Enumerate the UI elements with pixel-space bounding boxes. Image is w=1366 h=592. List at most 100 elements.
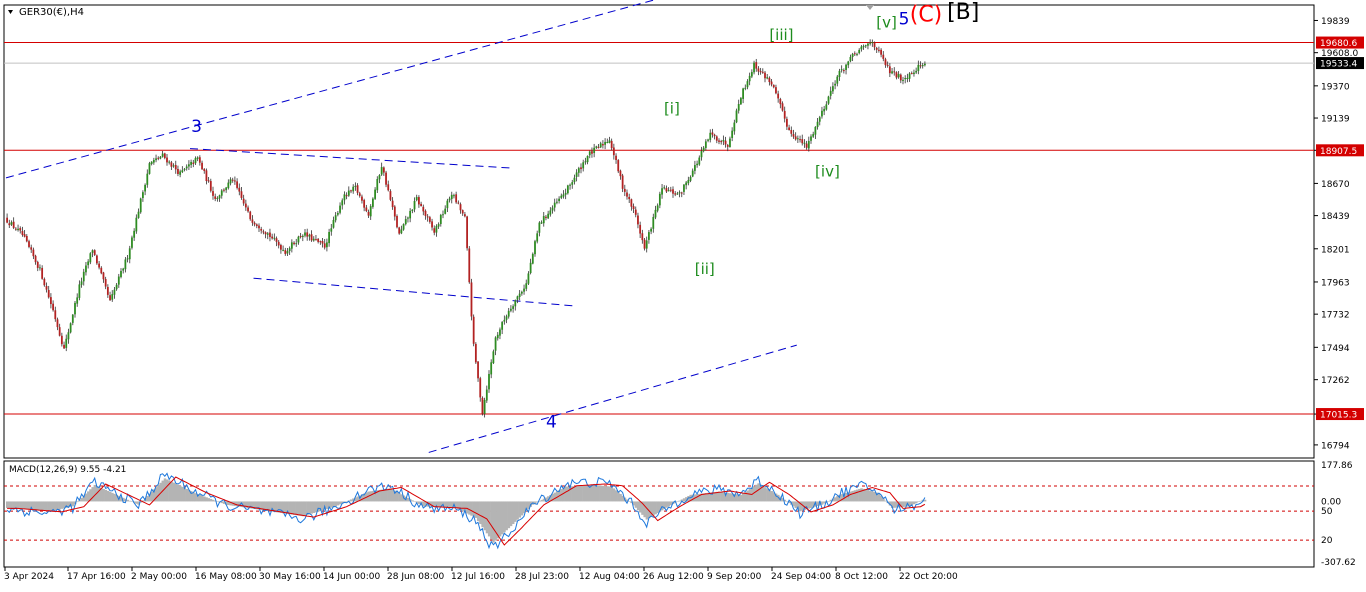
- macd-histogram-bar: [746, 490, 749, 502]
- triangle-down-icon[interactable]: [8, 10, 13, 14]
- macd-histogram-bar: [658, 501, 662, 512]
- candle-body: [678, 192, 681, 194]
- level-price-tag-label: 17015.3: [1320, 411, 1357, 421]
- candle-body: [691, 170, 694, 177]
- candle-body: [393, 206, 396, 217]
- candle-body: [269, 232, 271, 237]
- wave-label-1[interactable]: 4: [546, 412, 557, 432]
- candle-body: [481, 397, 484, 414]
- macd-histogram-bar: [369, 491, 373, 502]
- candle-body: [606, 142, 609, 144]
- macd-histogram-bar: [724, 492, 727, 502]
- candle-body: [847, 61, 850, 66]
- macd-histogram-bar: [455, 501, 458, 509]
- macd-histogram-bar: [95, 485, 99, 502]
- wave-label-6[interactable]: [v]: [876, 13, 897, 31]
- candle-body: [326, 242, 328, 248]
- candle-body: [150, 161, 153, 164]
- candle-body: [895, 72, 898, 78]
- candle-body: [304, 232, 306, 236]
- macd-histogram-bar: [36, 501, 40, 511]
- candle-body: [591, 151, 593, 154]
- candle-body: [457, 202, 460, 204]
- wave-label-3[interactable]: [ii]: [695, 260, 715, 278]
- candle-body: [851, 53, 854, 58]
- channel-line-0[interactable]: [5, 0, 676, 179]
- wave-label-5[interactable]: [iv]: [815, 162, 840, 180]
- candle-body: [76, 297, 79, 304]
- candle-body: [551, 207, 554, 211]
- price-tick-label: 19839: [1321, 17, 1350, 27]
- macd-histogram-bar: [840, 494, 844, 502]
- macd-histogram-bar: [380, 489, 384, 502]
- candle-body: [856, 53, 858, 55]
- wave-label-8[interactable]: (C): [910, 3, 943, 28]
- macd-histogram-bar: [133, 501, 136, 503]
- candle-body: [845, 64, 847, 70]
- macd-histogram-bar: [301, 501, 305, 517]
- wave-label-7[interactable]: 5: [899, 10, 910, 30]
- macd-histogram-bar: [181, 486, 184, 502]
- macd-histogram-bar: [490, 501, 493, 540]
- wave-label-0[interactable]: 3: [191, 117, 202, 137]
- candle-body: [251, 219, 254, 223]
- candle-body: [542, 216, 545, 224]
- channel-line-2[interactable]: [189, 148, 513, 169]
- candle-body: [667, 190, 670, 192]
- macd-histogram-bar: [463, 501, 467, 513]
- wave-label-2[interactable]: [i]: [664, 100, 680, 118]
- candle-body: [345, 195, 348, 197]
- candle-body: [58, 327, 61, 336]
- candle-body: [212, 191, 214, 196]
- candle-body: [201, 162, 203, 170]
- candle-body: [825, 104, 828, 110]
- macd-histogram-bar: [709, 492, 712, 502]
- candle-body: [280, 245, 282, 250]
- macd-histogram-bar: [610, 486, 614, 502]
- candle-body: [871, 42, 874, 44]
- candle-body: [396, 216, 398, 228]
- candle-body: [168, 161, 171, 163]
- macd-histogram-bar: [564, 486, 568, 502]
- candle-body: [908, 73, 911, 79]
- macd-histogram-bar: [792, 501, 795, 507]
- candle-body: [71, 314, 74, 323]
- macd-histogram-bar: [647, 501, 651, 519]
- macd-histogram-bar: [516, 501, 519, 520]
- candle-body: [166, 157, 168, 163]
- wave-label-9[interactable]: [B]: [947, 0, 979, 25]
- wave-label-4[interactable]: [iii]: [769, 26, 793, 44]
- macd-histogram-bar: [801, 501, 804, 511]
- channel-line-1[interactable]: [428, 344, 797, 453]
- candle-body: [597, 146, 600, 148]
- macd-histogram-bar: [858, 488, 861, 502]
- macd-histogram-bar: [352, 498, 355, 502]
- macd-histogram-bar: [860, 488, 863, 502]
- scroll-marker-icon[interactable]: [866, 5, 874, 10]
- candle-body: [733, 122, 736, 132]
- macd-histogram-bar: [439, 501, 443, 508]
- macd-histogram-bar: [700, 493, 703, 502]
- macd-histogram-bar: [207, 498, 211, 502]
- macd-histogram-bar: [6, 501, 9, 509]
- candle-body: [225, 187, 228, 191]
- macd-histogram-bar: [831, 498, 835, 502]
- macd-histogram-bar: [604, 486, 607, 502]
- macd-histogram-bar: [781, 498, 784, 502]
- macd-histogram-bar: [842, 493, 846, 502]
- channel-line-3[interactable]: [253, 277, 576, 307]
- candle-body: [466, 216, 468, 249]
- macd-histogram-bar: [680, 499, 684, 502]
- macd-histogram-bar: [38, 501, 42, 511]
- macd-histogram-bar: [696, 494, 699, 502]
- macd-histogram-bar: [691, 494, 695, 502]
- candle-body: [527, 273, 530, 284]
- candle-body: [704, 141, 707, 148]
- macd-histogram-bar: [227, 501, 230, 506]
- candle-body: [650, 228, 652, 232]
- candle-body: [293, 242, 295, 245]
- wave-labels: 3 4 [i] [ii] [iii] [iv] [v] 5 (C) [B]: [191, 0, 979, 432]
- candle-body: [604, 141, 606, 145]
